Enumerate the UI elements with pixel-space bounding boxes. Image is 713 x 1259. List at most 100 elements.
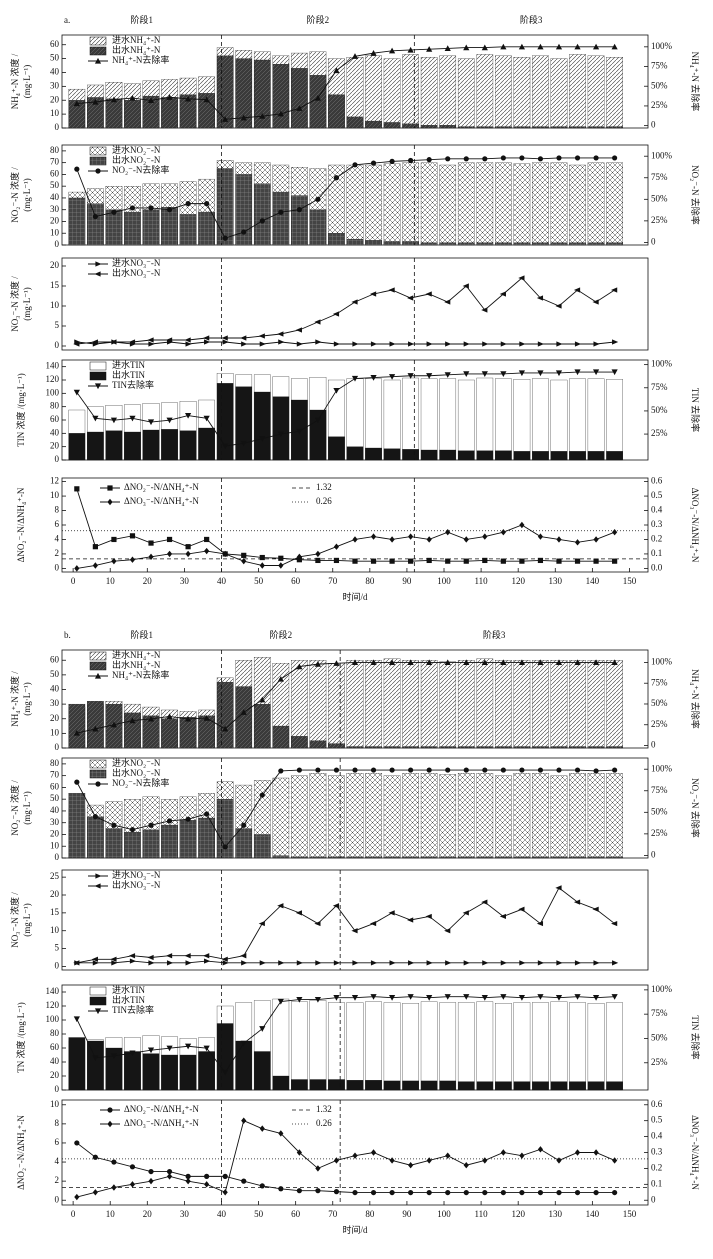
bar xyxy=(476,242,494,246)
data-point xyxy=(612,339,619,345)
y2-tick-label: 0.6 xyxy=(651,476,663,486)
data-point xyxy=(611,994,618,1000)
y2-tick-label: 75% xyxy=(651,1008,668,1018)
y-tick-label: 120 xyxy=(46,374,60,384)
y-axis-title: (mg·L⁻¹) xyxy=(22,287,32,320)
bar xyxy=(495,856,512,859)
data-point xyxy=(370,659,377,666)
data-point xyxy=(519,558,525,564)
legend-marker xyxy=(94,672,102,679)
bar xyxy=(328,1002,345,1091)
bar xyxy=(439,242,457,246)
bar xyxy=(87,97,104,129)
data-point xyxy=(333,543,340,550)
data-point xyxy=(314,319,321,325)
bar xyxy=(365,120,382,129)
y-tick-label: 10 xyxy=(50,840,60,850)
bar xyxy=(587,856,605,859)
y-axis-title: (mg·L⁻¹) xyxy=(22,65,32,98)
data-point xyxy=(482,533,488,540)
y-tick-label: 6 xyxy=(55,519,60,529)
bar xyxy=(105,1047,123,1091)
data-point xyxy=(204,339,211,345)
bar xyxy=(365,240,382,246)
panel-label: b. xyxy=(64,630,71,640)
bar xyxy=(550,1081,568,1091)
data-point xyxy=(277,675,284,682)
data-point xyxy=(407,373,414,379)
data-point xyxy=(425,913,432,920)
bar xyxy=(161,429,178,461)
y-tick-label: 80 xyxy=(50,401,60,411)
bar xyxy=(402,241,419,246)
y-tick-label: 50 xyxy=(50,793,60,803)
data-point xyxy=(593,536,599,543)
bar xyxy=(569,660,586,749)
data-point xyxy=(370,160,377,166)
bar xyxy=(365,856,382,859)
bar xyxy=(402,1080,419,1091)
bar xyxy=(253,834,271,859)
bar xyxy=(513,1081,531,1091)
data-point xyxy=(408,960,415,966)
bar xyxy=(383,122,401,129)
y-tick-label: 20 xyxy=(50,94,60,104)
data-point xyxy=(389,158,395,164)
legend-swatch xyxy=(89,36,107,46)
legend-label: 出水NO₂⁻-N xyxy=(112,767,161,778)
bar xyxy=(346,238,364,246)
bar xyxy=(476,54,494,129)
bar xyxy=(346,1002,364,1091)
data-point xyxy=(296,341,303,347)
bar xyxy=(457,162,475,246)
y-tick-label: 80 xyxy=(50,758,60,768)
bar xyxy=(216,168,234,246)
data-point xyxy=(592,369,600,376)
legend-marker xyxy=(95,873,102,879)
data-point xyxy=(92,960,99,966)
y-tick-label: 4 xyxy=(55,534,60,544)
data-point xyxy=(110,96,118,103)
bar xyxy=(179,820,197,859)
y2-axis-title: NH₄⁺-N 去除率 xyxy=(690,669,701,729)
bar xyxy=(439,378,457,461)
x-tick-label: 60 xyxy=(291,576,301,586)
data-point xyxy=(148,822,154,828)
data-point xyxy=(333,175,340,181)
y-axis-title: NH₄⁺-N 浓度 / xyxy=(9,53,20,109)
data-point xyxy=(408,533,414,540)
bar xyxy=(383,58,401,129)
bar xyxy=(569,164,586,246)
data-point xyxy=(389,1189,395,1196)
data-point xyxy=(593,768,599,774)
y2-tick-label: 0.2 xyxy=(651,1162,662,1172)
data-point xyxy=(463,156,469,162)
y2-tick-label: 100% xyxy=(651,41,673,51)
data-point xyxy=(204,201,210,207)
bar xyxy=(569,856,586,859)
bar xyxy=(272,63,290,129)
data-point xyxy=(315,550,321,558)
data-point xyxy=(315,960,322,966)
data-point xyxy=(204,811,210,817)
data-point xyxy=(463,44,470,51)
bar xyxy=(606,57,623,129)
y2-tick-label: 100% xyxy=(651,657,673,667)
bar xyxy=(68,433,86,461)
data-point xyxy=(574,369,581,376)
data-point xyxy=(148,553,154,561)
y-tick-label: 10 xyxy=(50,925,60,935)
bar xyxy=(328,743,345,749)
y-tick-label: 50 xyxy=(50,180,60,190)
data-point xyxy=(296,663,303,670)
data-point xyxy=(333,557,340,564)
y2-tick-label: 25% xyxy=(651,100,668,110)
data-point xyxy=(426,536,432,543)
bar xyxy=(495,242,512,246)
data-point xyxy=(258,920,265,927)
bar xyxy=(402,123,419,129)
data-point xyxy=(574,994,581,1000)
data-point xyxy=(166,536,173,543)
y2-tick-label: 0 xyxy=(651,1194,656,1204)
y2-tick-label: 75% xyxy=(651,61,668,71)
